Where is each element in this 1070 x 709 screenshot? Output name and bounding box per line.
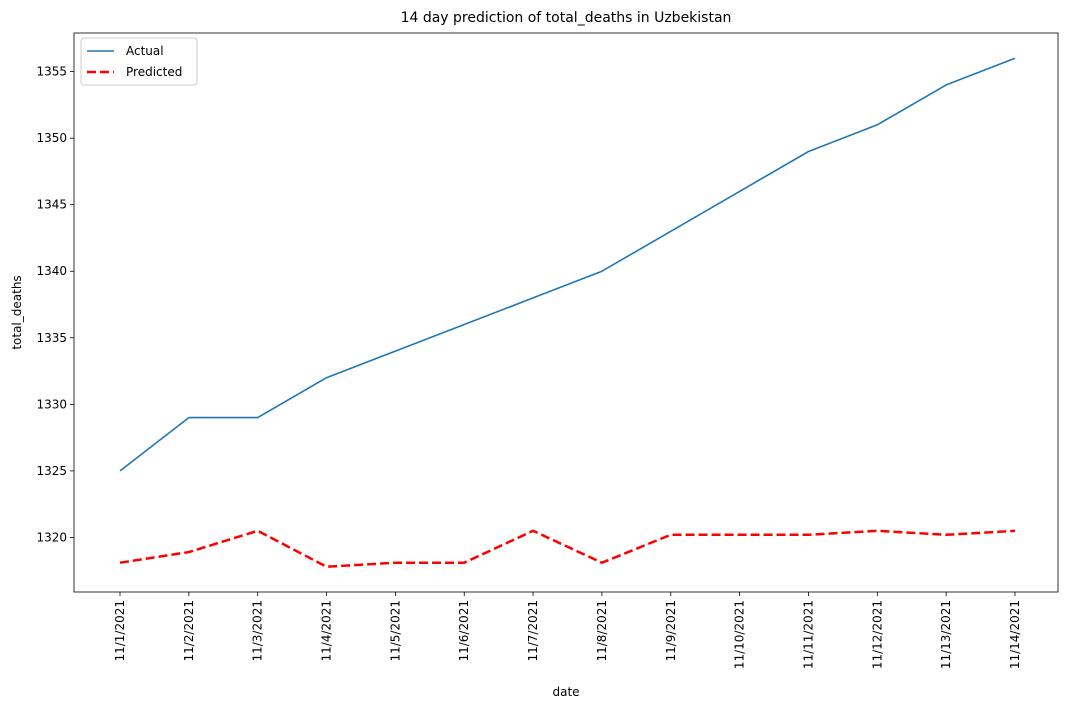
plot-frame [73, 32, 1059, 593]
y-tick-label: 1340 [36, 264, 67, 278]
x-tick-label: 11/10/2021 [733, 600, 747, 669]
x-axis-ticks: 11/1/2021 11/2/2021 11/3/2021 11/4/2021 11/5… [113, 592, 1022, 669]
y-tick-label: 1330 [36, 397, 67, 411]
chart-title: 14 day prediction of total_deaths in Uzb… [401, 10, 732, 26]
y-axis-label: total_deaths [10, 275, 24, 349]
x-tick-label: 11/6/2021 [457, 600, 471, 662]
legend-box [80, 37, 198, 86]
x-tick-label: 11/5/2021 [388, 600, 402, 662]
legend: Actual Predicted [80, 37, 198, 86]
x-tick-label: 11/9/2021 [664, 600, 678, 662]
y-tick-label: 1325 [36, 464, 67, 478]
x-axis-label: date [552, 685, 579, 699]
y-tick-label: 1320 [36, 530, 67, 544]
x-tick-label: 11/7/2021 [526, 600, 540, 662]
y-tick-label: 1335 [36, 331, 67, 345]
y-tick-label: 1355 [36, 65, 67, 79]
series-line-predicted [119, 529, 1016, 568]
x-tick-label: 11/13/2021 [939, 600, 953, 669]
x-tick-label: 11/1/2021 [113, 600, 127, 662]
legend-label-predicted: Predicted [126, 65, 182, 79]
series-line-actual [119, 57, 1016, 472]
legend-label-actual: Actual [126, 44, 164, 58]
x-tick-label: 11/3/2021 [251, 600, 265, 662]
x-tick-label: 11/11/2021 [801, 600, 815, 669]
x-tick-label: 11/8/2021 [595, 600, 609, 662]
x-tick-label: 11/2/2021 [182, 600, 196, 662]
y-tick-label: 1345 [36, 198, 67, 212]
x-tick-label: 11/12/2021 [870, 600, 884, 669]
x-tick-label: 11/14/2021 [1008, 600, 1022, 669]
y-axis-ticks: 1320 1325 1330 1335 1340 1345 1350 1355 [36, 65, 74, 544]
x-tick-label: 11/4/2021 [320, 600, 334, 662]
y-tick-label: 1350 [36, 131, 67, 145]
series-layer [119, 57, 1016, 568]
